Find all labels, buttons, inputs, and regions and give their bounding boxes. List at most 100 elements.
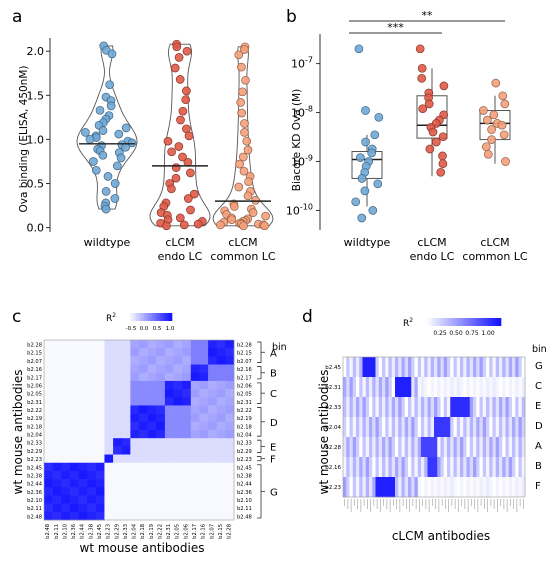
heatmap-cell xyxy=(476,417,480,438)
heatmap-cell xyxy=(69,348,79,357)
heatmap-cell xyxy=(225,454,235,464)
heatmap-cell xyxy=(456,437,461,458)
heatmap-cell xyxy=(104,462,114,472)
heatmap-cell xyxy=(356,377,360,398)
heatmap-cell xyxy=(69,380,79,390)
col-label: b2.44 xyxy=(80,523,86,539)
heatmap-cell xyxy=(450,437,454,458)
heatmap-cell xyxy=(199,348,209,357)
data-point xyxy=(179,220,189,230)
legend-swatch xyxy=(468,318,471,326)
row-label-left: b2.36 xyxy=(27,490,42,496)
heatmap-cell xyxy=(443,357,448,378)
legend-swatch xyxy=(142,313,145,321)
y-tick-label: 1.0 xyxy=(27,133,45,146)
data-point xyxy=(357,213,367,223)
heatmap-cell xyxy=(216,348,226,357)
data-point xyxy=(424,99,434,109)
heatmap-cell xyxy=(391,377,396,398)
heatmap-cell xyxy=(182,446,192,455)
heatmap-cell xyxy=(216,446,226,455)
row-label-right: b2.48 xyxy=(237,514,252,520)
heatmap-cell xyxy=(130,340,140,349)
heatmap-cell xyxy=(61,503,71,513)
col-label: b2.38 xyxy=(88,524,94,539)
legend-swatch xyxy=(452,318,456,326)
heatmap-cell xyxy=(121,364,131,374)
significance-label: *** xyxy=(387,21,404,34)
heatmap-cell xyxy=(87,438,97,447)
heatmap-cell xyxy=(199,380,209,390)
heatmap-cell xyxy=(450,357,454,378)
heatmap-cell xyxy=(52,479,62,488)
heatmap-cell xyxy=(87,389,97,398)
data-point xyxy=(175,75,185,84)
heatmap-cell xyxy=(104,470,114,480)
heatmap-cell xyxy=(518,477,523,498)
heatmap-cell xyxy=(482,437,487,458)
heatmap-cell xyxy=(489,377,493,398)
heatmap-cell xyxy=(460,457,464,478)
heatmap-cell xyxy=(382,457,386,478)
heatmap-cell xyxy=(453,377,458,398)
heatmap-cell xyxy=(69,495,79,504)
heatmap-cell xyxy=(182,397,192,406)
heatmap-cell xyxy=(61,495,71,504)
legend-swatch xyxy=(136,313,139,321)
heatmap-cell xyxy=(414,457,419,478)
heatmap-cell xyxy=(208,380,218,390)
data-point xyxy=(244,177,253,187)
heatmap-cell xyxy=(182,405,192,414)
heatmap-cell xyxy=(44,438,53,447)
heatmap-cell xyxy=(113,479,123,488)
heatmap-cell xyxy=(492,397,497,418)
data-point xyxy=(193,219,203,229)
data-point xyxy=(235,159,244,169)
heatmap-cell xyxy=(44,348,53,357)
heatmap-cell xyxy=(44,454,53,464)
heatmap-cell xyxy=(173,503,183,513)
heatmap-cell xyxy=(372,357,376,378)
heatmap-cell xyxy=(208,503,218,513)
heatmap-cell xyxy=(463,357,467,378)
heatmap-cell xyxy=(460,417,464,438)
col-label: b2.10 xyxy=(63,524,69,539)
row-label-right: b2.17 xyxy=(237,375,252,381)
col-label: b2.23 xyxy=(106,524,112,539)
data-point xyxy=(436,167,446,177)
heatmap-cell xyxy=(502,357,506,378)
heatmap-cell xyxy=(52,421,62,431)
heatmap-cell xyxy=(430,477,435,498)
heatmap-cell xyxy=(417,417,422,438)
heatmap-cell xyxy=(460,357,464,378)
heatmap-cell xyxy=(417,357,422,378)
legend-swatch xyxy=(158,313,161,321)
data-point xyxy=(170,63,180,73)
heatmap-cell xyxy=(130,503,140,513)
heatmap-cell xyxy=(78,405,88,414)
heatmap-cell xyxy=(414,417,419,438)
row-label-left: b2.16 xyxy=(27,367,42,373)
heatmap-cell xyxy=(424,417,428,438)
data-point xyxy=(234,50,244,60)
heatmap-cell xyxy=(391,437,396,458)
heatmap-cell xyxy=(52,389,62,398)
heatmap-cell xyxy=(199,503,209,513)
legend-swatch xyxy=(442,318,446,326)
heatmap-cell xyxy=(164,438,174,447)
col-label: b2.18 xyxy=(140,524,146,539)
heatmap-cell xyxy=(453,397,458,418)
heatmap-cell xyxy=(130,430,140,439)
heatmap-cell xyxy=(182,356,192,365)
heatmap-cell xyxy=(173,487,183,496)
heatmap-cell xyxy=(466,357,471,378)
heatmap-cell xyxy=(216,413,226,423)
data-point xyxy=(237,62,246,72)
legend-tick-label: 0.50 xyxy=(449,330,463,337)
data-point xyxy=(107,49,117,59)
heatmap-cell xyxy=(182,479,192,488)
heatmap-cell xyxy=(61,462,71,472)
heatmap-cell xyxy=(52,364,62,374)
chart-b: Biacore KD Ova (M) 10-10 10-9 10-8 10-7 wild… xyxy=(286,9,528,263)
